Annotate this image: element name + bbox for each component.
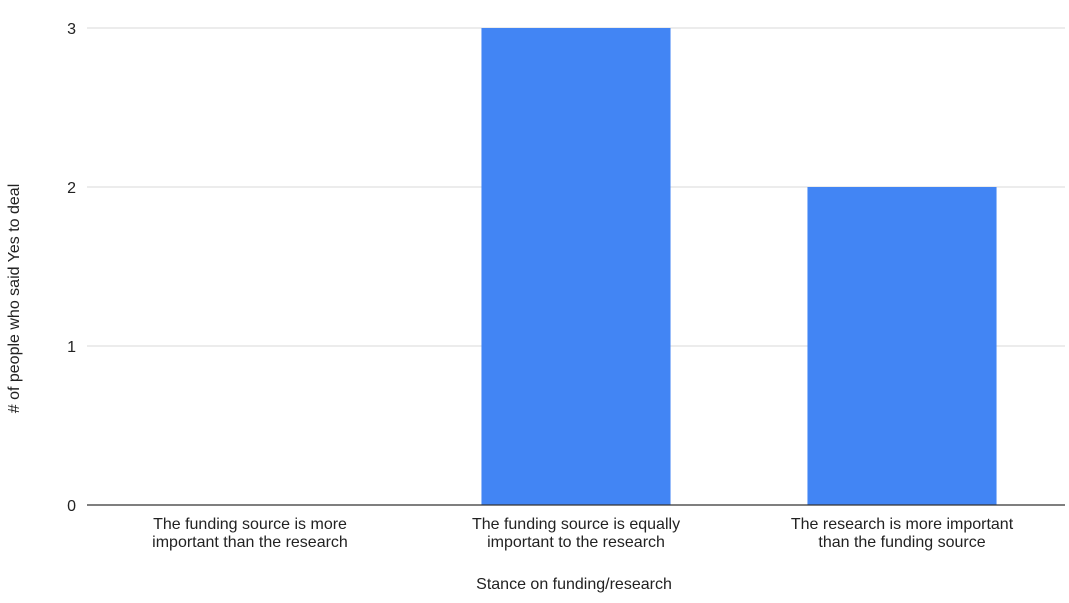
x-tick-label-line: The research is more important bbox=[791, 516, 1014, 533]
bars bbox=[481, 28, 997, 505]
y-tick-label: 1 bbox=[67, 339, 76, 356]
x-tick-label: The research is more important than the f… bbox=[791, 516, 1014, 551]
y-tick-label: 3 bbox=[67, 21, 76, 38]
y-axis-tick-labels: 0 1 2 3 bbox=[67, 21, 76, 515]
x-tick-label-line: The funding source is equally bbox=[472, 516, 680, 533]
x-tick-label-line: The funding source is more bbox=[153, 516, 347, 533]
x-tick-label-line: than the funding source bbox=[818, 534, 985, 551]
x-tick-label: The funding source is equally important t… bbox=[472, 516, 680, 551]
x-axis-tick-labels: The funding source is more important than… bbox=[152, 516, 1014, 551]
y-axis-title: # of people who said Yes to deal bbox=[6, 184, 23, 414]
x-tick-label-line: important to the research bbox=[487, 534, 665, 551]
x-tick-label-line: important than the research bbox=[152, 534, 348, 551]
bar-3 bbox=[807, 187, 997, 505]
x-tick-label: The funding source is more important than… bbox=[152, 516, 348, 551]
bar-2 bbox=[481, 28, 671, 505]
y-tick-label: 2 bbox=[67, 180, 76, 197]
y-tick-label: 0 bbox=[67, 498, 76, 515]
x-axis-title: Stance on funding/research bbox=[476, 576, 672, 593]
